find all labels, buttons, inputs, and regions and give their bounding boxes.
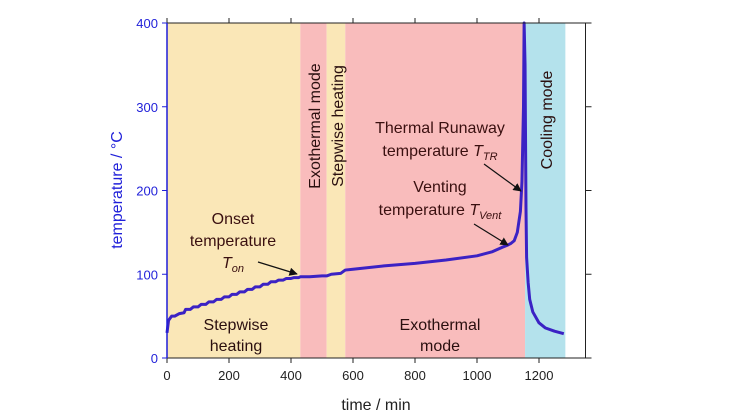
region-label: mode [420, 338, 460, 355]
annotation: Onset [212, 211, 255, 228]
arrow [483, 163, 522, 192]
y-tick-label: 100 [136, 267, 158, 282]
annotation: temperature TVent [379, 202, 503, 222]
x-tick-label: 400 [280, 368, 302, 383]
annotation: Thermal Runaway [375, 120, 505, 137]
x-tick-label: 1000 [463, 368, 492, 383]
region-label: Exothermal [400, 317, 481, 334]
annotation: Venting [413, 179, 466, 196]
arrow [257, 261, 298, 276]
axes: time / min temperature / °C 0 200 400 600 80… [109, 16, 592, 414]
y-tick-label: 300 [136, 100, 158, 115]
subscript: on [232, 263, 244, 275]
x-tick-label: 0 [163, 368, 170, 383]
plot [165, 21, 565, 336]
region-label: Exothermal mode [307, 63, 324, 188]
region [345, 23, 526, 358]
subscript: Vent [479, 210, 502, 222]
annotation-line: temperature [379, 202, 465, 219]
symbol: T [222, 255, 233, 272]
regions [167, 23, 566, 358]
x-axis-label: time / min [341, 397, 410, 414]
region-label: Stepwise heating [330, 65, 347, 187]
subscript: TR [483, 151, 498, 163]
symbol: T [473, 143, 484, 160]
region-label: Cooling mode [539, 71, 556, 170]
y-tick-label: 400 [136, 16, 158, 31]
labels: Stepwise heating Exothermal mode Stepwis… [190, 63, 556, 355]
data-line [165, 21, 565, 336]
annotation: Ton [222, 255, 244, 275]
annotation: temperature TTR [382, 143, 497, 163]
region [300, 23, 327, 358]
symbol: T [469, 202, 480, 219]
y-tick-label: 0 [151, 351, 158, 366]
x-tick-label: 800 [404, 368, 426, 383]
annotation-line: temperature [382, 143, 468, 160]
y-axis-label: temperature / °C [109, 131, 126, 249]
annotation: temperature [190, 233, 276, 250]
arrow [473, 223, 509, 246]
region [167, 23, 301, 358]
y-tick-label: 200 [136, 184, 158, 199]
x-tick-label: 200 [218, 368, 240, 383]
region-label: Stepwise [204, 317, 269, 334]
x-tick-label: 600 [342, 368, 364, 383]
x-tick-label: 1200 [525, 368, 554, 383]
region-label: heating [210, 338, 263, 355]
